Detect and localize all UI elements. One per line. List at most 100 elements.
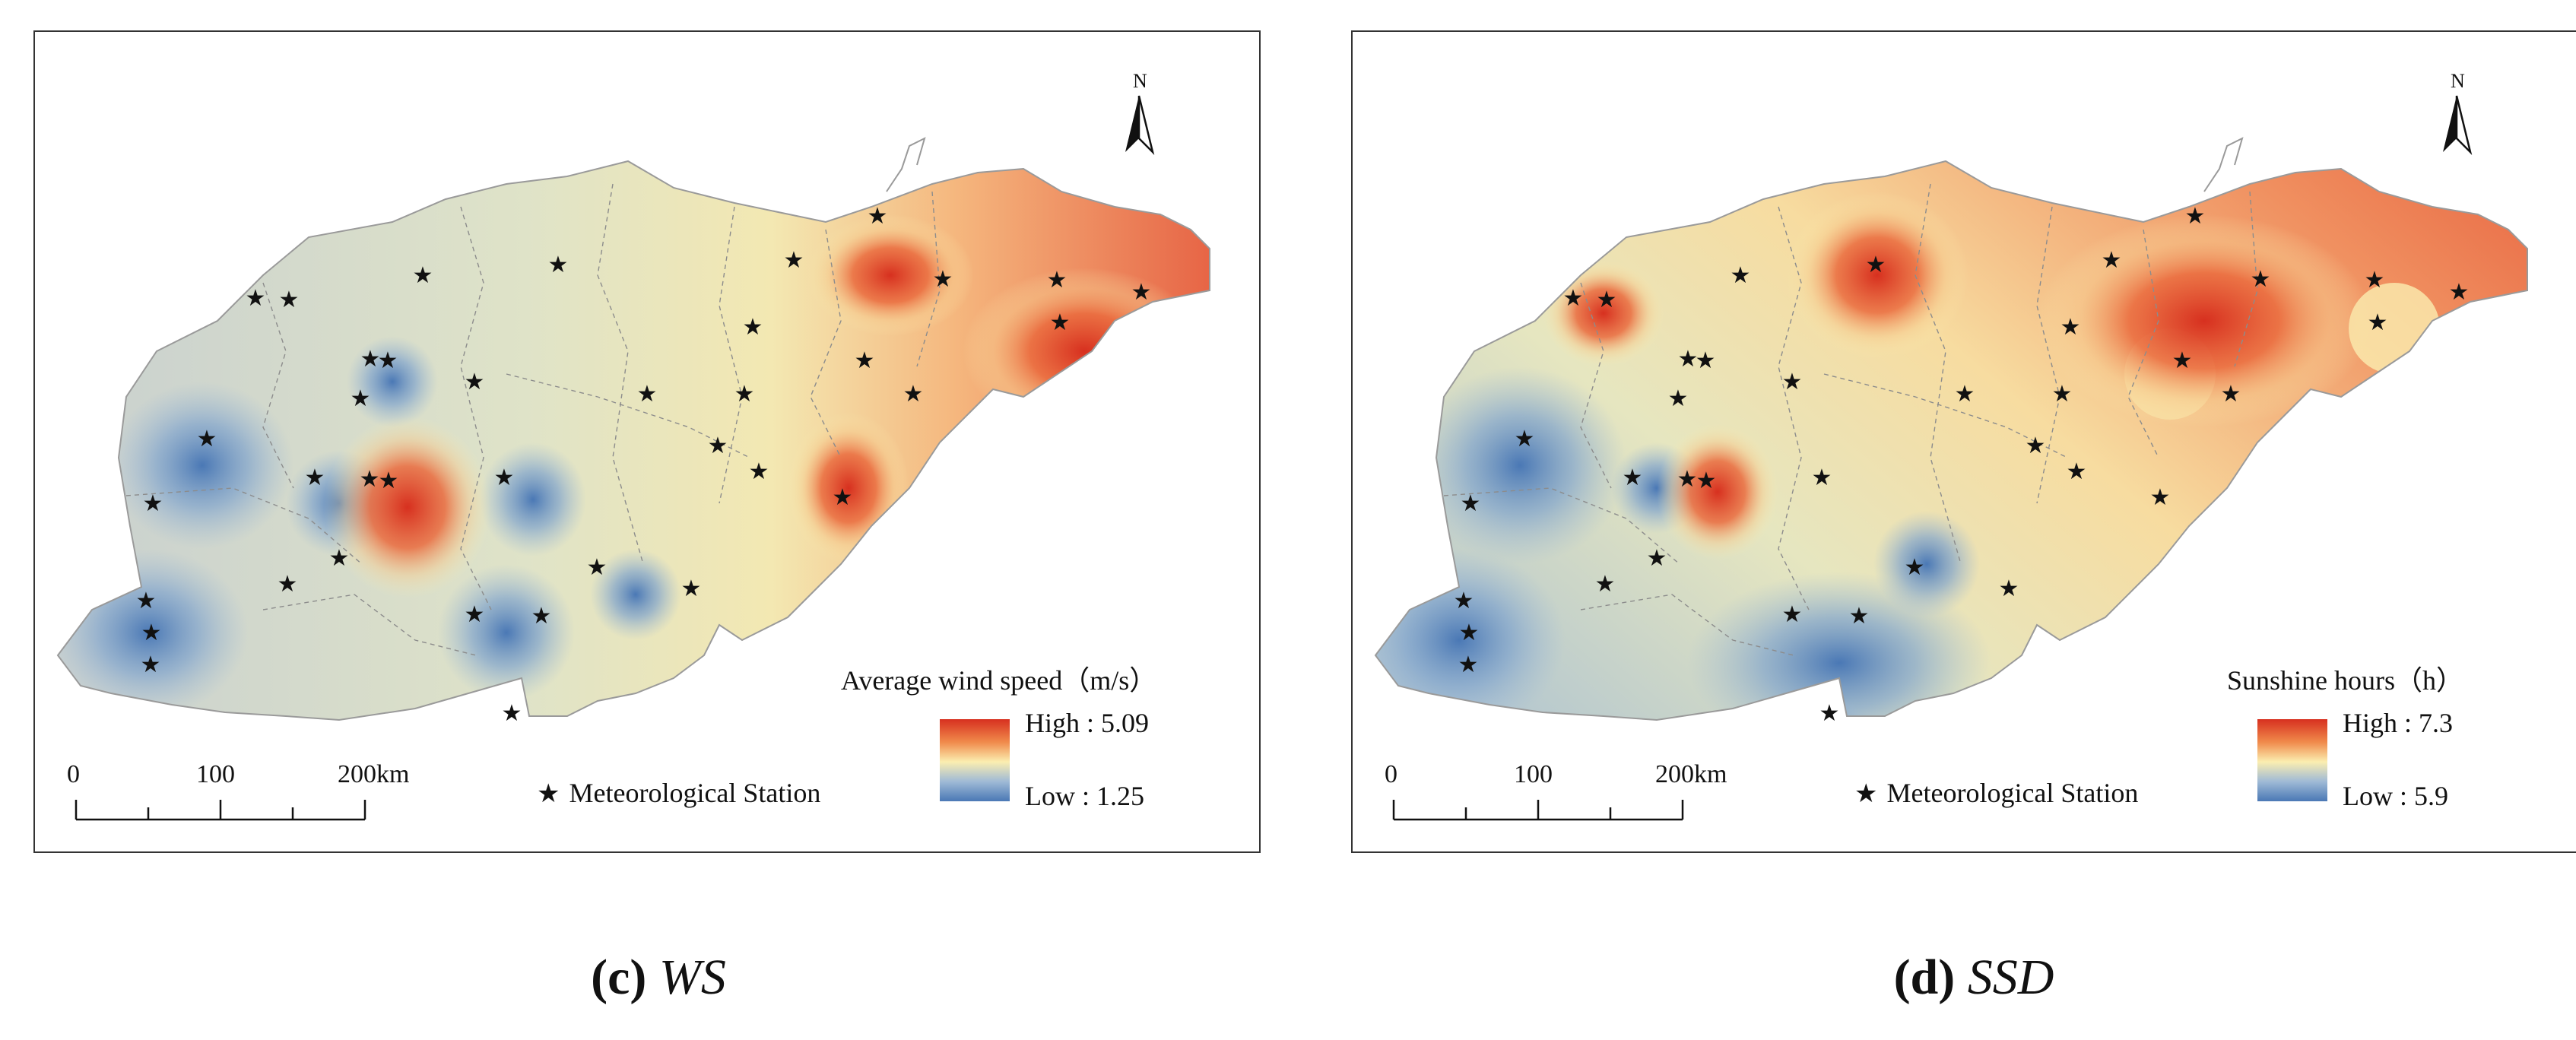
caption-d: (d) SSD [1670, 949, 2278, 1007]
svg-text:★: ★ [2449, 279, 2470, 306]
svg-text:★: ★ [378, 347, 398, 374]
map-panel-ssd: ★ ★ ★ ★ ★ ★ ★ ★ ★ ★ ★ ★ ★ ★ ★ ★ ★ ★ ★ ★ ★ ★ ★ ★ ★ ★ ★ ★ ★ ★ … [1351, 30, 2576, 853]
svg-text:★: ★ [2052, 381, 2073, 407]
svg-text:★: ★ [1597, 287, 1617, 313]
legend-title: Sunshine hours（h） [2227, 665, 2464, 696]
svg-text:★: ★ [1050, 309, 1071, 336]
svg-text:★: ★ [413, 262, 433, 289]
ssd-map: ★ ★★ ★ ★★ ★ ★ ★ ★ ★★ ★★★ ★ ★ ★ ★★ ★ ★ ★★ ★ ★★ ★★ ★ … [1374, 95, 2528, 821]
svg-text:★: ★ [1623, 465, 1643, 491]
caption-variable: WS [658, 950, 726, 1005]
svg-text:★: ★ [141, 620, 162, 646]
scale-label-200: 200km [338, 760, 410, 788]
svg-text:★: ★ [587, 554, 608, 581]
svg-text:★: ★ [1696, 347, 1716, 374]
station-markers: ★ ★★ ★ ★★ ★ ★ ★ ★ ★★ ★★★ ★ ★ ★ ★★ ★ ★ ★★ ★ ★★ ★★ ★ … [136, 203, 1152, 727]
svg-text:★: ★ [2368, 309, 2388, 336]
svg-text:★: ★ [502, 700, 522, 727]
map-panel-ws: ★ ★ ★ ★ ★ ★ ★ ★ ★ ★ ★ ★ ★ ★ ★ ★ ★ ★ ★ ★ ★ ★ ★ ★ ★ ★ ★ ★ ★ ★ … [33, 30, 1261, 853]
caption-c: (c) WS [354, 949, 963, 1007]
svg-text:★: ★ [1459, 620, 1480, 646]
svg-text:★: ★ [749, 458, 769, 485]
svg-text:★: ★ [1905, 554, 1925, 581]
svg-text:★: ★ [305, 465, 325, 491]
svg-text:★: ★ [1563, 285, 1584, 312]
islands [2203, 137, 2244, 192]
svg-text:★: ★ [1955, 381, 1975, 407]
svg-text:★: ★ [734, 381, 755, 407]
svg-text:★: ★ [2172, 347, 2193, 374]
station-legend-label: Meteorological Station [569, 778, 821, 808]
svg-text:★: ★ [351, 385, 371, 412]
svg-text:★: ★ [2102, 247, 2122, 274]
scale-bar [1392, 800, 1684, 821]
svg-text:★: ★ [681, 575, 702, 602]
svg-text:★: ★ [1668, 385, 1689, 412]
svg-text:★: ★ [1849, 603, 1870, 629]
legend-high-label: High : 5.09 [1025, 708, 1150, 738]
svg-text:★: ★ [329, 545, 350, 572]
province-outline [56, 160, 1210, 721]
star-icon: ★ [537, 780, 560, 808]
svg-text:★: ★ [1782, 369, 1803, 395]
city-boundaries [125, 183, 941, 656]
svg-text:★: ★ [855, 347, 875, 374]
svg-text:★: ★ [197, 426, 217, 452]
svg-text:★: ★ [143, 490, 163, 517]
svg-text:★: ★ [1866, 252, 1886, 278]
scale-label-0: 0 [67, 760, 80, 788]
svg-text:★: ★ [2026, 433, 2046, 459]
province-outline [1374, 160, 2528, 721]
color-ramp [940, 719, 1010, 801]
svg-text:★: ★ [1454, 588, 1474, 614]
north-label: N [2451, 70, 2465, 92]
svg-text:★: ★ [637, 381, 658, 407]
svg-text:★: ★ [1515, 426, 1535, 452]
svg-text:★: ★ [2060, 314, 2081, 341]
caption-variable: SSD [1967, 950, 2054, 1005]
svg-text:★: ★ [1677, 466, 1698, 493]
svg-text:★: ★ [1047, 267, 1068, 293]
color-ramp [2257, 719, 2327, 801]
scale-label-100: 100 [1514, 760, 1553, 788]
svg-text:★: ★ [360, 346, 381, 373]
scale-label-0: 0 [1385, 760, 1397, 788]
north-label: N [1133, 70, 1147, 92]
north-arrow-icon [1125, 95, 1155, 156]
svg-text:★: ★ [1678, 346, 1699, 373]
svg-text:★: ★ [1461, 490, 1481, 517]
scale-bar [75, 800, 366, 821]
station-legend: ★ Meteorological Station [537, 777, 820, 809]
svg-text:★: ★ [360, 466, 380, 493]
svg-text:★: ★ [465, 601, 485, 628]
svg-text:★: ★ [548, 252, 569, 278]
svg-text:★: ★ [1458, 652, 1479, 678]
svg-text:★: ★ [1999, 575, 2019, 602]
station-legend-label: Meteorological Station [1886, 778, 2139, 808]
caption-letter: (d) [1893, 950, 1956, 1005]
svg-text:★: ★ [1812, 465, 1832, 491]
svg-text:★: ★ [494, 465, 515, 491]
svg-text:★: ★ [2067, 458, 2087, 485]
north-arrow-icon [2443, 95, 2473, 156]
svg-text:★: ★ [2221, 381, 2241, 407]
svg-text:★: ★ [1696, 468, 1717, 494]
legend-low-label: Low : 1.25 [1025, 781, 1144, 811]
city-boundaries [1443, 183, 2258, 656]
svg-text:★: ★ [1131, 279, 1152, 306]
svg-text:★: ★ [1595, 571, 1616, 598]
svg-text:★: ★ [2185, 203, 2206, 230]
svg-text:★: ★ [1647, 545, 1667, 572]
svg-text:★: ★ [743, 314, 763, 341]
svg-text:★: ★ [278, 571, 298, 598]
legend-low-label: Low : 5.9 [2343, 781, 2448, 811]
caption-letter: (c) [591, 950, 647, 1005]
legend-high-label: High : 7.3 [2343, 708, 2454, 738]
svg-text:★: ★ [465, 369, 485, 395]
svg-text:★: ★ [2150, 484, 2171, 511]
svg-text:★: ★ [1819, 700, 1840, 727]
svg-text:★: ★ [141, 652, 161, 678]
svg-text:★: ★ [279, 287, 300, 313]
svg-text:★: ★ [2251, 266, 2271, 293]
svg-text:★: ★ [933, 266, 953, 293]
